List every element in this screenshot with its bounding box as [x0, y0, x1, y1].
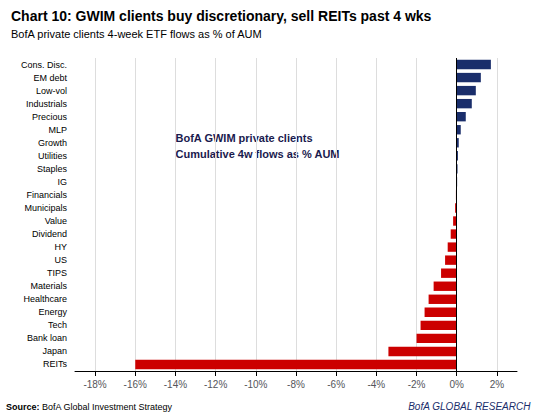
svg-text:BofA GLOBAL RESEARCH: BofA GLOBAL RESEARCH: [408, 401, 531, 412]
svg-text:EM debt: EM debt: [33, 73, 67, 83]
svg-text:Staples: Staples: [37, 164, 68, 174]
svg-text:Bank loan: Bank loan: [27, 333, 67, 343]
svg-text:Low-vol: Low-vol: [36, 86, 67, 96]
svg-text:Cumulative 4w flows as % AUM: Cumulative 4w flows as % AUM: [175, 148, 339, 160]
svg-text:Financials: Financials: [26, 190, 67, 200]
svg-text:Precious: Precious: [32, 112, 68, 122]
svg-text:Chart 10: GWIM clients buy dis: Chart 10: GWIM clients buy discretionary…: [11, 8, 432, 24]
svg-text:-2%: -2%: [408, 379, 426, 390]
svg-text:-6%: -6%: [327, 379, 345, 390]
svg-text:HY: HY: [54, 242, 67, 252]
svg-text:-18%: -18%: [83, 379, 106, 390]
svg-text:Tech: Tech: [48, 320, 67, 330]
svg-text:Utilities: Utilities: [38, 151, 68, 161]
svg-text:2%: 2%: [490, 379, 505, 390]
svg-text:-12%: -12%: [204, 379, 227, 390]
svg-text:Materials: Materials: [30, 281, 67, 291]
svg-text:-4%: -4%: [367, 379, 385, 390]
svg-text:Value: Value: [45, 216, 67, 226]
svg-text:BofA private clients 4-week ET: BofA private clients 4-week ETF flows as…: [11, 28, 262, 40]
svg-text:Healthcare: Healthcare: [23, 294, 67, 304]
svg-text:-10%: -10%: [244, 379, 267, 390]
svg-text:-16%: -16%: [124, 379, 147, 390]
svg-text:BofA GWIM private clients: BofA GWIM private clients: [175, 132, 312, 144]
svg-text:Japan: Japan: [42, 346, 67, 356]
svg-text:BofA Global Investment Strateg: BofA Global Investment Strategy: [40, 402, 173, 412]
svg-text:Industrials: Industrials: [26, 99, 68, 109]
svg-text:US: US: [54, 255, 67, 265]
svg-text:0%: 0%: [450, 379, 465, 390]
svg-text:Source:: Source:: [6, 402, 40, 412]
svg-text:IG: IG: [57, 177, 67, 187]
svg-text:-8%: -8%: [287, 379, 305, 390]
svg-text:Municipals: Municipals: [24, 203, 67, 213]
svg-text:REITs: REITs: [43, 359, 68, 369]
svg-text:MLP: MLP: [48, 125, 67, 135]
svg-text:TIPS: TIPS: [47, 268, 67, 278]
svg-text:Growth: Growth: [38, 138, 67, 148]
svg-text:Cons. Disc.: Cons. Disc.: [21, 60, 67, 70]
svg-text:Dividend: Dividend: [32, 229, 67, 239]
svg-text:Energy: Energy: [38, 307, 67, 317]
svg-text:-14%: -14%: [164, 379, 187, 390]
